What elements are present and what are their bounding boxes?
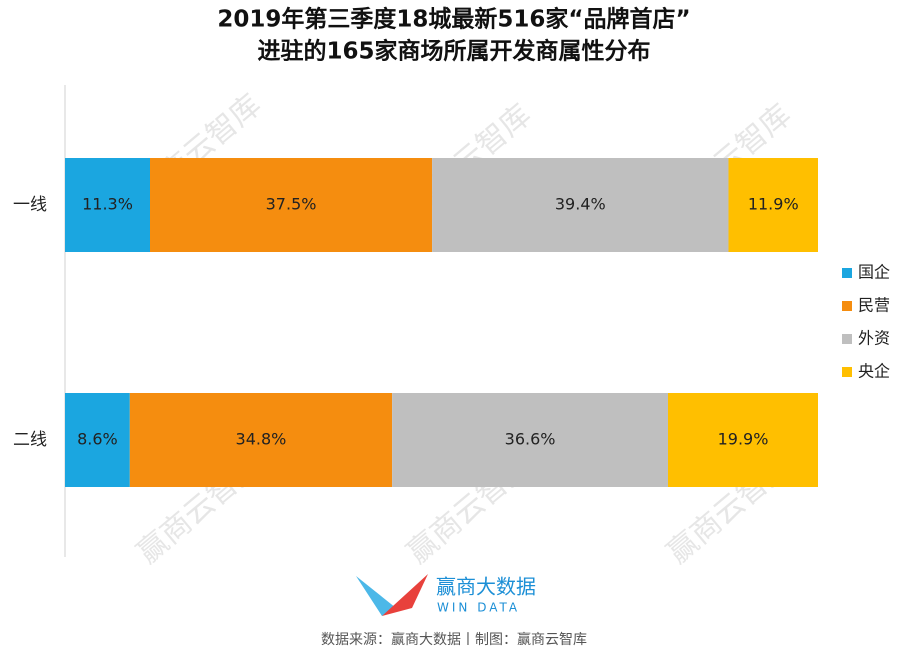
bar-segment xyxy=(129,393,393,487)
logo-icon xyxy=(382,574,428,616)
source-note: 数据来源：赢商大数据丨制图：赢商云智库 xyxy=(321,631,587,648)
legend-swatch xyxy=(842,334,852,344)
data-label: 37.5% xyxy=(266,195,317,214)
data-label: 11.3% xyxy=(82,195,133,214)
legend-label: 民营 xyxy=(858,296,890,315)
y-tick-label: 一线 xyxy=(13,195,47,215)
legend-label: 外资 xyxy=(858,329,890,348)
data-label: 34.8% xyxy=(236,430,287,449)
data-label: 39.4% xyxy=(555,195,606,214)
data-label: 36.6% xyxy=(505,430,556,449)
chart-title: 2019年第三季度18城最新516家“品牌首店” xyxy=(217,6,690,33)
chart-subtitle: 进驻的165家商场所属开发商属性分布 xyxy=(257,38,650,65)
logo: 赢商大数据 WIN DATA xyxy=(356,574,536,616)
bar-segment xyxy=(728,158,818,252)
logo-name: 赢商大数据 xyxy=(436,575,536,599)
legend-swatch xyxy=(842,367,852,377)
logo-subtitle: WIN DATA xyxy=(437,601,520,615)
legend-swatch xyxy=(842,268,852,278)
legend-swatch xyxy=(842,301,852,311)
logo-icon xyxy=(356,576,396,616)
bar-segment xyxy=(668,393,818,487)
legend-label: 国企 xyxy=(858,263,890,282)
bar-segment xyxy=(432,158,729,252)
data-label: 11.9% xyxy=(748,195,799,214)
bar-segment xyxy=(65,158,151,252)
legend-label: 央企 xyxy=(858,362,890,381)
bar-segment xyxy=(150,158,433,252)
y-tick-label: 二线 xyxy=(13,430,47,450)
data-label: 8.6% xyxy=(77,430,118,449)
data-label: 19.9% xyxy=(718,430,769,449)
bar-segment xyxy=(392,393,669,487)
bar-segment xyxy=(65,393,130,487)
